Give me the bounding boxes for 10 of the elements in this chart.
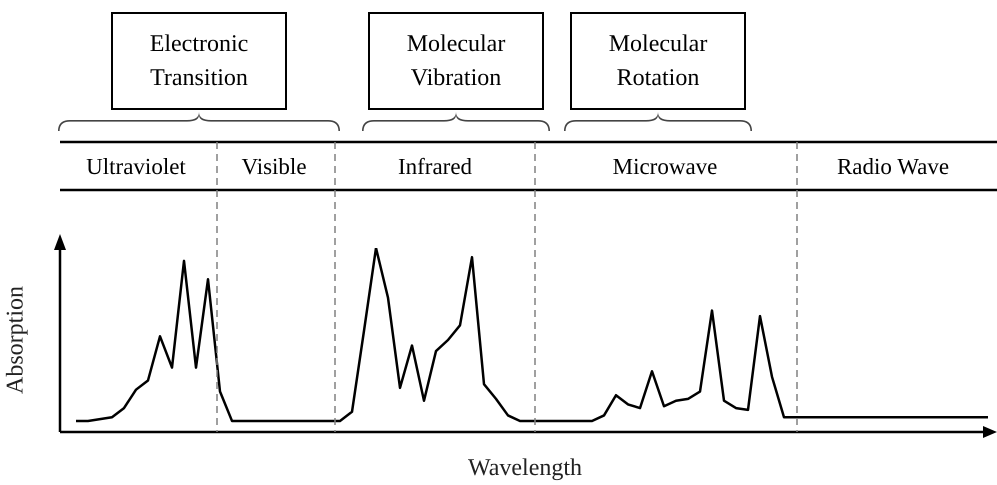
text: Infrared [398, 154, 473, 179]
x-axis-title: Wavelength [468, 455, 582, 481]
text: Microwave [612, 154, 718, 179]
text: Ultraviolet [86, 154, 186, 179]
text: Radio Wave [836, 154, 950, 179]
text: Electronic Transition [148, 30, 250, 93]
text: Molecular Rotation [608, 30, 708, 93]
y-axis-title: Absorption [2, 286, 29, 394]
text: Visible [241, 154, 307, 179]
text: Molecular Vibration [406, 30, 506, 93]
